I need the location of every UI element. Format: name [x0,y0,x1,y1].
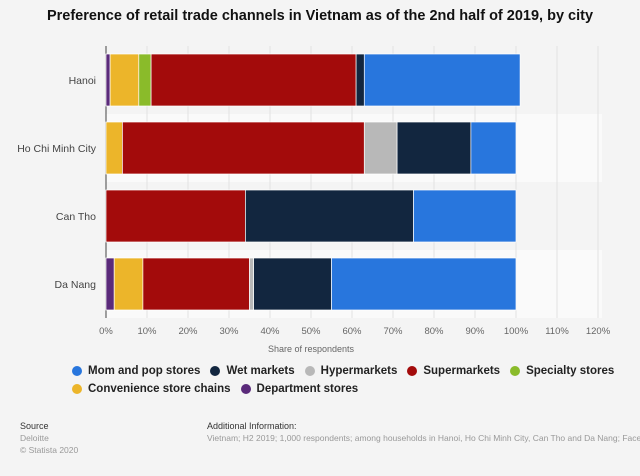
legend-label: Hypermarkets [320,365,398,377]
y-category-label: Can Tho [56,211,96,223]
source-label: Source [20,421,49,431]
x-tick-label: 70% [383,326,403,337]
legend-label: Supermarkets [423,365,501,377]
legend-item[interactable]: Department stores [240,380,359,398]
chart-title: Preference of retail trade channels in V… [46,8,594,24]
legend: Mom and pop stores Wet markets Hypermarket… [72,362,632,398]
bar-segment [245,189,414,243]
x-tick-label: 80% [424,326,444,337]
legend-label: Wet markets [226,365,295,377]
source-block: Source Deloitte © Statista 2020 [20,420,78,456]
bar-segment [105,257,115,311]
bar-segment [105,121,123,175]
legend-item[interactable]: Hypermarkets [304,362,398,380]
x-tick-label: 50% [301,326,321,337]
copyright: © Statista 2020 [20,445,79,455]
bar-segment [122,121,365,175]
legend-item[interactable]: Mom and pop stores [72,362,200,380]
x-tick-label: 20% [178,326,198,337]
legend-swatch [510,366,521,376]
x-tick-label: 40% [260,326,280,337]
x-tick-label: 30% [219,326,239,337]
bar-segment [109,53,140,107]
bar-segment [105,189,246,243]
bar-segment [363,53,521,107]
source-name[interactable]: Deloitte [20,433,49,443]
x-tick-label: 60% [342,326,362,337]
info-label: Additional Information: [207,421,297,431]
legend-label: Specialty stores [526,365,615,377]
legend-item[interactable]: Specialty stores [510,362,614,380]
bar-segment [142,257,250,311]
bar-segment [249,257,254,311]
y-category-label: Ho Chi Minh City [17,143,97,155]
bar-segment [331,257,517,311]
bar-segment [363,121,398,175]
x-tick-label: 100% [504,326,529,337]
bar-segment [150,53,357,107]
legend-label: Department stores [256,383,359,395]
x-tick-label: 10% [137,326,157,337]
legend-item[interactable]: Wet markets [210,362,295,380]
bar-segment [396,121,472,175]
legend-swatch [407,366,418,376]
y-category-label: Da Nang [55,279,97,291]
legend-label: Convenience store chains [88,383,231,395]
bar-segment [355,53,365,107]
bar-segment [470,121,517,175]
x-tick-label: 90% [465,326,485,337]
x-tick-label: 110% [545,326,569,337]
stacked-bar-chart: 0% 10% 20% 30% 40% 50% 60% 70% 80% 90% 100% 110% 120… [17,46,611,354]
legend-label: Mom and pop stores [88,365,201,377]
additional-info: Additional Information: Vietnam; H2 2019… [207,420,640,444]
bar-segment [413,189,517,243]
legend-swatch [72,384,82,394]
bar-segment [105,53,111,107]
legend-swatch [240,384,251,394]
info-text: Vietnam; H2 2019; 1,000 respondents; amo… [207,433,640,443]
legend-swatch [72,366,82,376]
x-axis-title: Share of respondents [268,344,355,354]
legend-swatch [210,366,221,376]
bar-segment [113,257,144,311]
legend-item[interactable]: Supermarkets [407,362,500,380]
bar-segment [138,53,152,107]
bar-segment [253,257,332,311]
y-category-label: Hanoi [69,75,96,87]
legend-item[interactable]: Convenience store chains [72,380,231,398]
legend-swatch [304,366,315,376]
x-tick-label: 120% [586,326,611,337]
x-tick-label: 0% [99,326,113,337]
